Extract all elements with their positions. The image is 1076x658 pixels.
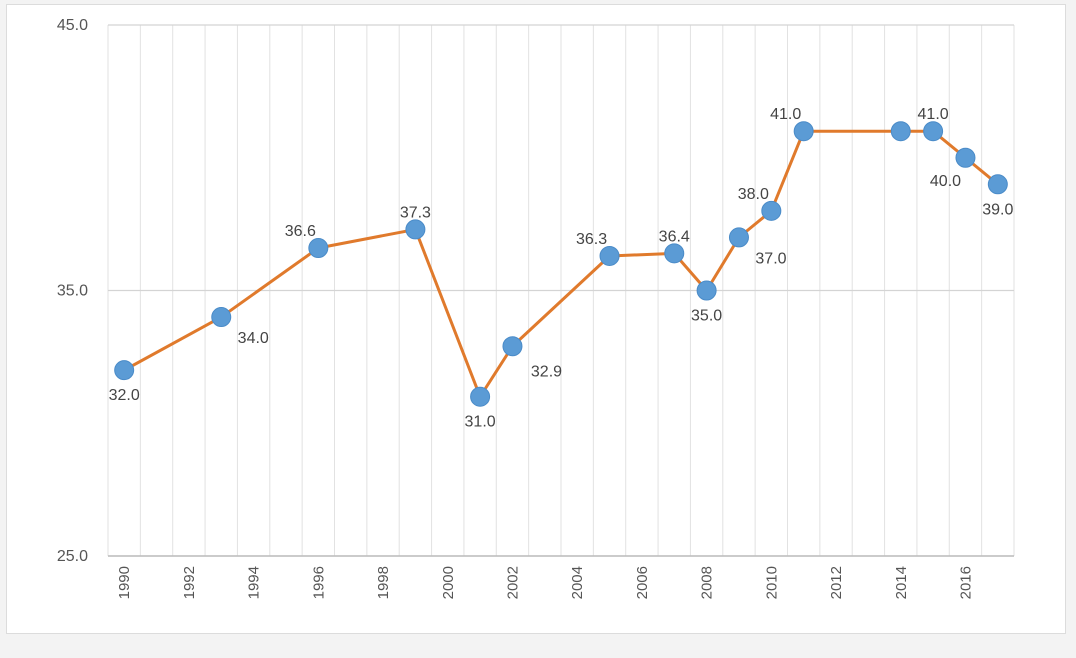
data-label: 35.0: [691, 308, 722, 325]
data-point: [211, 307, 232, 328]
data-point: [308, 238, 329, 259]
data-label: 32.9: [531, 363, 562, 380]
data-point: [728, 227, 749, 248]
series-line: [123, 129, 999, 399]
x-tick-label: 2012: [828, 566, 845, 599]
data-point: [761, 200, 782, 221]
data-label: 36.6: [285, 223, 316, 240]
data-label: 37.0: [755, 250, 786, 267]
data-point: [470, 386, 491, 407]
x-tick-label: 1996: [310, 566, 327, 599]
x-tick-label: 2016: [957, 566, 974, 599]
data-labels: 32.0 34.0 36.6 37.3 31.0 32.9 36.3 36.4 35.0 37.0…: [109, 106, 1014, 431]
data-point: [502, 336, 523, 357]
x-tick-label: 2008: [699, 566, 716, 599]
x-tick-label: 2002: [504, 566, 521, 599]
data-point: [793, 121, 814, 142]
data-label: 36.3: [576, 231, 607, 248]
series-markers: [114, 121, 1008, 407]
data-label: 38.0: [738, 186, 769, 203]
x-tick-label: 1994: [246, 566, 263, 599]
y-tick-label: 25.0: [57, 548, 88, 565]
y-tick-label: 45.0: [57, 17, 88, 34]
data-point: [405, 219, 426, 240]
x-tick-label: 1990: [116, 566, 133, 599]
data-point: [987, 174, 1008, 195]
data-point: [114, 360, 135, 381]
series-polyline: [123, 129, 999, 399]
data-point: [923, 121, 944, 142]
data-point: [664, 243, 685, 264]
x-tick-label: 1998: [375, 566, 392, 599]
x-tick-label: 2000: [440, 566, 457, 599]
x-tick-label: 2014: [893, 566, 910, 599]
data-label: 32.0: [109, 387, 140, 404]
data-label: 41.0: [918, 106, 949, 123]
data-point: [696, 280, 717, 301]
data-label: 31.0: [465, 414, 496, 431]
data-label: 41.0: [770, 106, 801, 123]
x-tick-label: 2006: [634, 566, 651, 599]
chart-frame: [6, 4, 1066, 634]
axes: 45.0 35.0 25.0 1990 1992 1994 1996 1998 2000 2002…: [57, 17, 1014, 599]
data-label: 34.0: [238, 330, 269, 347]
data-label: 39.0: [982, 201, 1013, 218]
data-point: [955, 147, 976, 168]
data-label: 37.3: [400, 204, 431, 221]
data-label: 40.0: [930, 173, 961, 190]
data-point: [599, 245, 620, 266]
y-tick-label: 35.0: [57, 283, 88, 300]
x-tick-label: 2004: [569, 566, 586, 599]
grid: [107, 24, 1015, 557]
data-point: [890, 121, 911, 142]
x-tick-label: 1992: [181, 566, 198, 599]
x-tick-label: 2010: [763, 566, 780, 599]
data-label: 36.4: [659, 228, 690, 245]
